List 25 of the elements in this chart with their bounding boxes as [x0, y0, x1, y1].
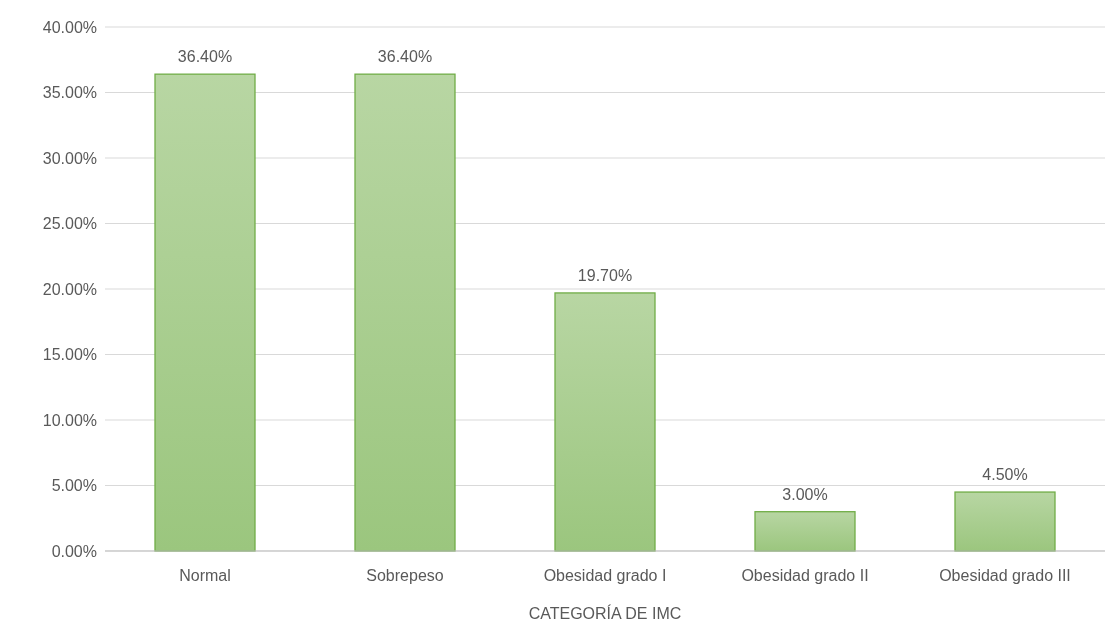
bar	[154, 73, 256, 552]
y-tick-label: 25.00%	[42, 215, 97, 233]
y-tick-label: 15.00%	[42, 346, 97, 364]
y-tick-label: 5.00%	[51, 477, 97, 495]
x-tick-label: Obesidad grado II	[741, 567, 869, 584]
bar	[954, 491, 1056, 552]
y-tick-label: 30.00%	[42, 149, 97, 167]
data-label: 36.40%	[377, 48, 433, 66]
data-label: 19.70%	[577, 266, 633, 284]
y-tick-label: 20.00%	[42, 280, 97, 298]
bar	[554, 292, 656, 552]
y-tick-label: 35.00%	[42, 84, 97, 102]
y-tick-label: 40.00%	[42, 18, 97, 36]
y-tick-label: 10.00%	[42, 411, 97, 429]
x-tick-label: Normal	[179, 567, 231, 584]
x-axis-title: CATEGORÍA DE IMC	[528, 604, 682, 622]
data-label: 36.40%	[177, 48, 233, 66]
bar	[354, 73, 456, 552]
x-tick-label: Sobrepeso	[366, 567, 444, 584]
data-label: 4.50%	[982, 466, 1028, 484]
y-tick-label: 0.00%	[51, 542, 97, 560]
bar	[754, 511, 856, 552]
x-tick-label: Obesidad grado I	[543, 567, 667, 584]
data-label: 3.00%	[782, 485, 828, 503]
x-tick-label: Obesidad grado III	[939, 567, 1071, 584]
